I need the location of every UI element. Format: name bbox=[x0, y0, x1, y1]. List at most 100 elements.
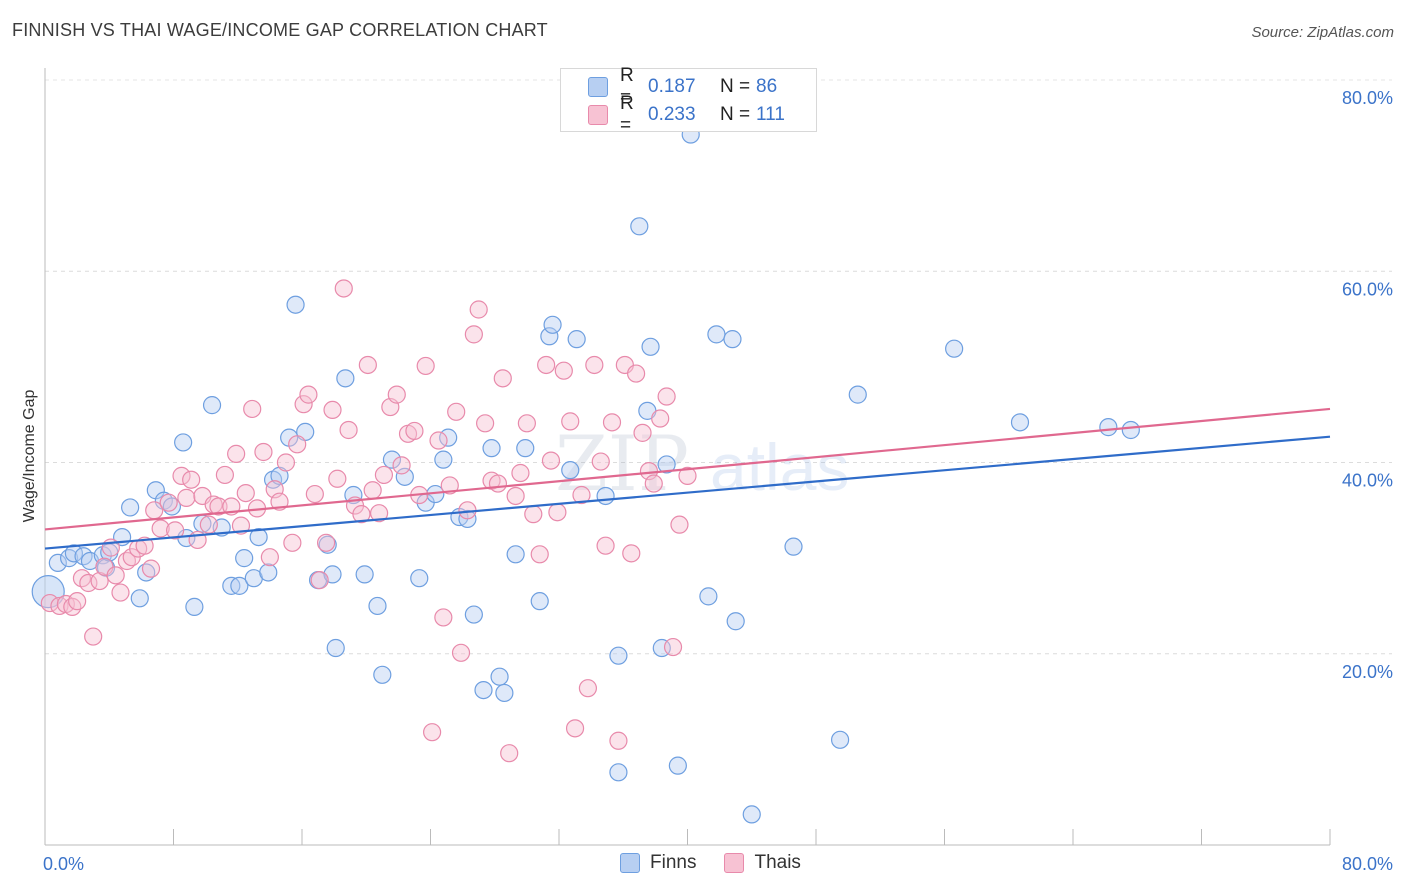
thais-point bbox=[440, 476, 459, 495]
finns-point bbox=[326, 638, 345, 658]
thais-point bbox=[283, 533, 302, 552]
thais-point bbox=[294, 395, 313, 414]
finns-point bbox=[336, 369, 355, 388]
finns-point bbox=[259, 563, 278, 582]
finns-point bbox=[530, 592, 549, 611]
finns-point bbox=[230, 576, 249, 595]
trend-lines bbox=[44, 407, 1331, 550]
thais-point bbox=[530, 545, 549, 564]
thais-point bbox=[231, 516, 251, 535]
thais-point bbox=[358, 355, 377, 375]
finns-point bbox=[355, 565, 374, 584]
thais-point bbox=[423, 723, 442, 742]
thais-point bbox=[633, 423, 652, 442]
thais-point bbox=[493, 369, 512, 388]
finns-point bbox=[286, 295, 305, 314]
thais-point bbox=[511, 463, 530, 483]
legend-r-label: R = bbox=[620, 65, 634, 108]
thais-point bbox=[644, 474, 663, 493]
thais-point bbox=[476, 414, 495, 433]
finns-point bbox=[395, 467, 414, 486]
thais-point bbox=[678, 466, 697, 485]
finns-trend-line bbox=[44, 435, 1331, 550]
thais-point bbox=[172, 466, 191, 485]
finns-point bbox=[641, 337, 660, 356]
thais-point bbox=[602, 413, 622, 432]
legend-item-thais[interactable]: Thais bbox=[724, 852, 801, 874]
finns-point bbox=[609, 646, 628, 665]
legend-r-value: 0.187 bbox=[648, 76, 696, 97]
x-tick-label: 80.0% bbox=[1342, 854, 1393, 874]
thais-point bbox=[541, 451, 561, 470]
finns-point bbox=[495, 683, 514, 703]
thais-point bbox=[622, 544, 641, 563]
watermark-zip: ZIP bbox=[555, 419, 689, 508]
thais-point bbox=[276, 453, 296, 472]
thais-swatch bbox=[588, 105, 608, 125]
legend-row-thais: R = 0.233 N = 111 bbox=[561, 93, 785, 136]
finns-legend-swatch bbox=[620, 853, 640, 873]
finns-point bbox=[482, 439, 501, 458]
thais-point bbox=[305, 484, 324, 504]
thais-point bbox=[151, 519, 170, 538]
finns-point bbox=[543, 315, 562, 334]
thais-point bbox=[561, 412, 580, 431]
finns-point bbox=[464, 605, 483, 624]
thais-point bbox=[609, 731, 628, 750]
thais-point bbox=[316, 533, 336, 552]
finns-point bbox=[540, 327, 559, 346]
legend-n-value: 111 bbox=[756, 104, 785, 125]
finns-point bbox=[235, 549, 254, 568]
finns-point bbox=[434, 450, 453, 469]
finns-point bbox=[609, 763, 628, 782]
thais-point bbox=[288, 435, 307, 454]
thais-point bbox=[227, 444, 246, 463]
thais-point bbox=[50, 596, 69, 616]
finns-point bbox=[830, 730, 850, 749]
thais-point bbox=[596, 536, 615, 555]
legend-n-label: N = bbox=[720, 104, 751, 125]
thais-point bbox=[177, 488, 196, 507]
thais-point bbox=[254, 442, 273, 462]
thais-point bbox=[79, 573, 98, 593]
finns-point bbox=[1121, 420, 1140, 440]
thais-point bbox=[464, 325, 483, 344]
grid-lines bbox=[45, 79, 1392, 655]
finns-point bbox=[784, 537, 803, 556]
thais-point bbox=[199, 515, 218, 534]
finns-point bbox=[945, 339, 964, 358]
finns-point bbox=[121, 498, 140, 517]
thais-point bbox=[548, 503, 567, 522]
thais-point bbox=[68, 592, 87, 611]
thais-point bbox=[135, 536, 154, 555]
thais-point bbox=[447, 402, 466, 421]
finns-point bbox=[726, 612, 745, 631]
thais-point bbox=[299, 385, 318, 404]
thais-point bbox=[63, 597, 82, 616]
finns-point bbox=[596, 486, 615, 506]
thais-point bbox=[429, 431, 448, 450]
thais-point bbox=[352, 505, 371, 524]
thais-point bbox=[651, 409, 670, 428]
thais-point bbox=[670, 515, 689, 534]
finns-point bbox=[48, 553, 67, 573]
finns-point bbox=[742, 805, 761, 824]
legend-row-finns: R = 0.187 N = 86 bbox=[561, 65, 777, 108]
thais-point bbox=[405, 421, 424, 441]
thais-point bbox=[434, 608, 453, 627]
thais-point bbox=[209, 497, 228, 516]
thais-point bbox=[84, 627, 103, 646]
finns-point bbox=[516, 439, 535, 458]
thais-point bbox=[166, 521, 185, 540]
thais-point bbox=[334, 279, 353, 298]
legend-item-finns[interactable]: Finns bbox=[620, 852, 696, 874]
finns-point bbox=[368, 596, 387, 616]
x-tick-label: 0.0% bbox=[43, 854, 84, 874]
thais-point bbox=[236, 484, 255, 503]
finns-point bbox=[474, 680, 493, 700]
finns-point bbox=[490, 667, 509, 686]
thais-point bbox=[260, 548, 279, 567]
finns-point bbox=[130, 589, 149, 608]
finns-point bbox=[506, 545, 525, 564]
thais-point bbox=[500, 744, 519, 763]
